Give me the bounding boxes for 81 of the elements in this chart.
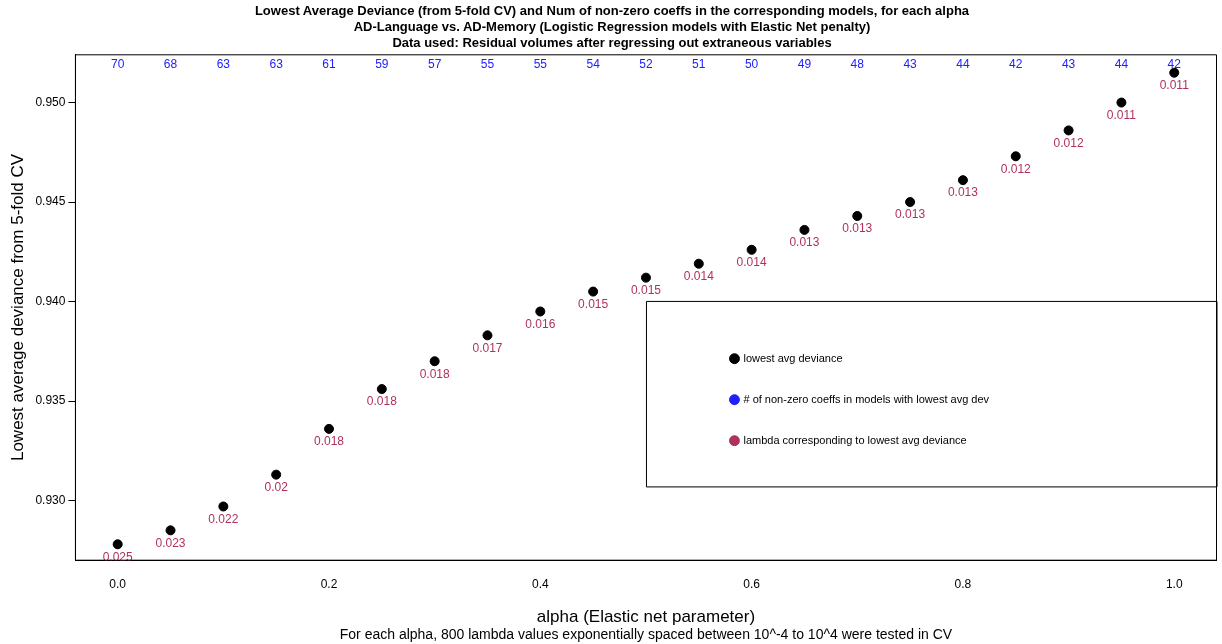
x-tick-label: 1.0: [1165, 576, 1183, 591]
text: 55: [533, 57, 547, 72]
text: 42: [1009, 57, 1023, 72]
text: For each alpha, 800 lambda values exponentially spaced between 10^-4 to 10^4 were tested in CV: [339, 625, 953, 642]
point: [905, 197, 916, 208]
text: 51: [692, 57, 706, 72]
text: 63: [216, 57, 231, 72]
point: [640, 272, 651, 283]
text: 0.018: [419, 366, 450, 381]
text: 43: [903, 57, 917, 72]
text: 0.013: [947, 185, 978, 200]
point: [957, 175, 968, 186]
point: [588, 286, 599, 297]
text: 0.023: [155, 535, 186, 550]
x-tick-label: 0.8: [954, 576, 972, 591]
text: 59: [375, 57, 389, 72]
text: 0.018: [366, 394, 397, 409]
text: 55: [480, 57, 495, 72]
text: 0.018: [313, 434, 345, 449]
text: 0.015: [578, 296, 609, 311]
text: 0.022: [208, 511, 239, 526]
text: 68: [163, 57, 178, 72]
point: [1169, 67, 1180, 78]
y-tick-label: 0.945: [35, 194, 66, 209]
text: 0.014: [736, 255, 767, 270]
text: 57: [427, 57, 442, 72]
chart-title: Lowest Average Deviance (from 5-fold CV) and Num of non-zero coeffs in the corresponding models, for each alpha AD-Language vs. AD-Memory (Logistic Regression models with Elastic Net penalty) Data used: Residual volumes after regressing out extraneous variables: [254, 3, 970, 50]
text: 0.011: [1106, 107, 1136, 122]
text: 54: [586, 57, 600, 72]
point: [218, 501, 229, 512]
text: 49: [797, 57, 812, 72]
text: 63: [269, 57, 283, 72]
y-tick-label: 0.950: [35, 94, 66, 109]
text: 43: [1061, 57, 1076, 72]
legend-label: # of non-zero coeffs in models with lowest avg dev: [743, 392, 990, 405]
point: [852, 210, 863, 221]
text: 0.015: [630, 282, 661, 297]
text: 0.014: [683, 269, 714, 284]
y-tick-label: 0.930: [35, 492, 66, 507]
y-axis-title: Lowest average deviance from 5-fold CV: [7, 153, 27, 462]
y-tick-label: 0.940: [35, 293, 66, 308]
text: 0.013: [895, 207, 926, 222]
point: [376, 384, 387, 395]
text: 0.012: [1000, 161, 1031, 176]
x-tick-label: 0.4: [531, 576, 549, 591]
x-tick-label: 0.2: [320, 576, 338, 591]
point: [1010, 151, 1021, 162]
text: 61: [322, 57, 336, 72]
point: [271, 469, 282, 480]
text: 50: [744, 57, 759, 72]
text: 44: [1114, 57, 1129, 72]
text: 0.013: [842, 221, 873, 236]
x-axis-title: alpha (Elastic net parameter): [536, 607, 756, 627]
legend-label: lowest avg deviance: [743, 351, 843, 364]
text: 0.011: [1159, 78, 1189, 93]
point: [1063, 125, 1074, 136]
point: [112, 539, 123, 550]
text: 0.012: [1053, 135, 1084, 150]
text: 0.025: [102, 549, 133, 564]
point: [799, 224, 810, 235]
text: 0.016: [525, 316, 556, 331]
text: 0.02: [264, 479, 288, 494]
text: 0.013: [789, 235, 820, 250]
text: 52: [639, 57, 653, 72]
text: 44: [956, 57, 970, 72]
point: [1116, 97, 1127, 108]
text: 48: [850, 57, 864, 72]
point: [324, 423, 334, 434]
y-tick-label: 0.935: [35, 393, 66, 408]
text: 42: [1167, 57, 1181, 72]
text: 70: [111, 57, 125, 72]
point: [482, 330, 493, 341]
x-tick-label: 0.6: [743, 576, 761, 591]
text: 0.017: [472, 340, 503, 355]
legend-label: lambda corresponding to lowest avg deviance: [743, 433, 967, 446]
point: [165, 525, 176, 536]
x-tick-label: 0.0: [109, 576, 127, 591]
point: [693, 258, 704, 269]
point: [746, 244, 757, 255]
point: [429, 356, 440, 367]
point: [535, 306, 546, 317]
